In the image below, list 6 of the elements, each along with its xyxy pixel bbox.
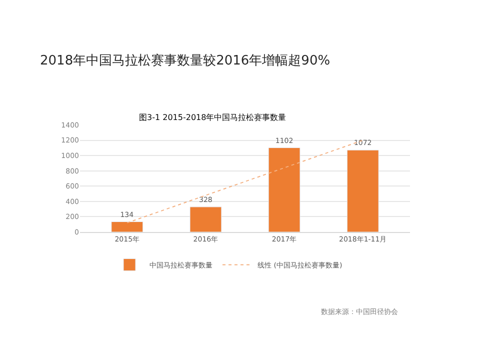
bar: [346, 150, 379, 232]
bar: [268, 148, 300, 232]
bar: [190, 206, 222, 232]
chart-subtitle: 图3-1 2015-2018年中国马拉松赛事数量: [139, 113, 286, 122]
chart-title: 2018年中国马拉松赛事数量较2016年增幅超90%: [40, 52, 330, 68]
bar: [111, 222, 144, 232]
